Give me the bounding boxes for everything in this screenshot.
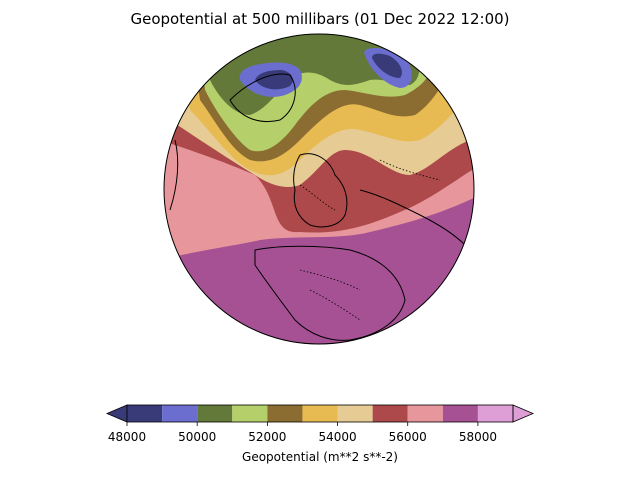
colorbar [105,404,535,426]
map-title: Geopotential at 500 millibars (01 Dec 20… [130,10,510,28]
colorbar-swatch [407,405,443,422]
colorbar-swatch [232,405,268,422]
colorbar-swatch [197,405,233,422]
colorbar-frame [126,404,514,423]
colorbar-swatch [162,405,198,422]
colorbar-swatch [372,405,408,422]
colorbar-tick-label: 52000 [248,430,287,444]
colorbar-swatch [337,405,373,422]
colorbar-swatch [267,405,303,422]
colorbar-swatch [127,405,163,422]
globe-fill [164,34,474,344]
coastlines [169,73,466,341]
colorbar-tick-label: 56000 [388,430,427,444]
colorbar-swatch [442,405,478,422]
colorbar-swatch [302,405,338,422]
colorbar-tick-label: 48000 [107,430,147,444]
globe-outline [163,33,475,345]
colorbar-tick-label: 50000 [178,430,217,444]
colorbar-tick-label: 54000 [318,430,357,444]
colorbar-swatch [477,405,513,422]
colorbar-tick-label: 58000 [458,430,497,444]
borders [299,159,441,321]
colorbar-label: Geopotential (m**2 s**-2) [242,450,398,464]
colorbar-under-extension [105,404,128,423]
colorbar-over-extension [512,404,535,423]
